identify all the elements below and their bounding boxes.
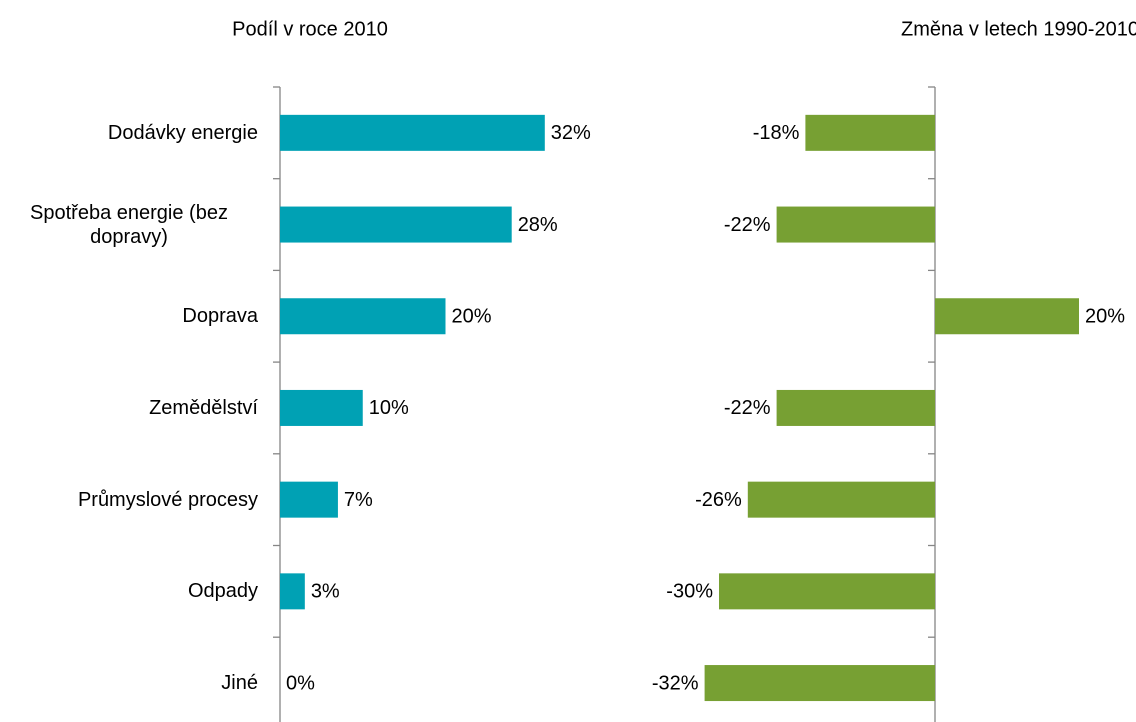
data-label: 20% [452, 306, 492, 328]
data-label: 28% [518, 214, 558, 236]
bar [280, 298, 446, 335]
data-label: 20% [1085, 306, 1125, 328]
bar [805, 114, 935, 151]
bar [935, 298, 1079, 335]
category-label: Dodávky energie [0, 121, 258, 145]
chart-title: Změna v letech 1990-2010 [901, 18, 1136, 40]
category-text: Doprava [182, 305, 258, 328]
category-text: Průmyslové procesy [77, 488, 258, 511]
bar [776, 389, 935, 426]
category-label: Průmyslové procesy [0, 488, 258, 512]
bar [280, 573, 305, 610]
chart-title: Podíl v roce 2010 [232, 18, 388, 40]
category-text: Zemědělství [149, 396, 258, 419]
bar [719, 573, 935, 610]
data-label: -22% [724, 397, 771, 419]
bar [704, 665, 935, 702]
category-label: Odpady [0, 579, 258, 603]
category-text: Spotřeba energie (bez dopravy) [30, 201, 228, 248]
category-label: Zemědělství [0, 396, 258, 420]
bar [747, 481, 935, 518]
bar [776, 206, 935, 243]
category-label: Spotřeba energie (bez dopravy) [0, 201, 258, 249]
data-label: -22% [724, 214, 771, 236]
bar [280, 389, 363, 426]
data-label: 7% [344, 489, 373, 511]
data-label: -30% [666, 581, 713, 603]
category-text: Odpady [187, 580, 258, 603]
bar [280, 206, 512, 243]
category-text: Jiné [221, 672, 258, 695]
data-label: 32% [551, 122, 591, 144]
data-label: -26% [695, 489, 742, 511]
bar [280, 114, 545, 151]
data-label: 0% [286, 672, 315, 694]
bar [280, 481, 338, 518]
category-label: Doprava [0, 304, 258, 328]
category-text: Dodávky energie [107, 121, 258, 144]
category-label: Jiné [0, 671, 258, 695]
data-label: 10% [369, 397, 409, 419]
data-label: -32% [652, 672, 699, 694]
data-label: 3% [311, 581, 340, 603]
data-label: -18% [753, 122, 800, 144]
